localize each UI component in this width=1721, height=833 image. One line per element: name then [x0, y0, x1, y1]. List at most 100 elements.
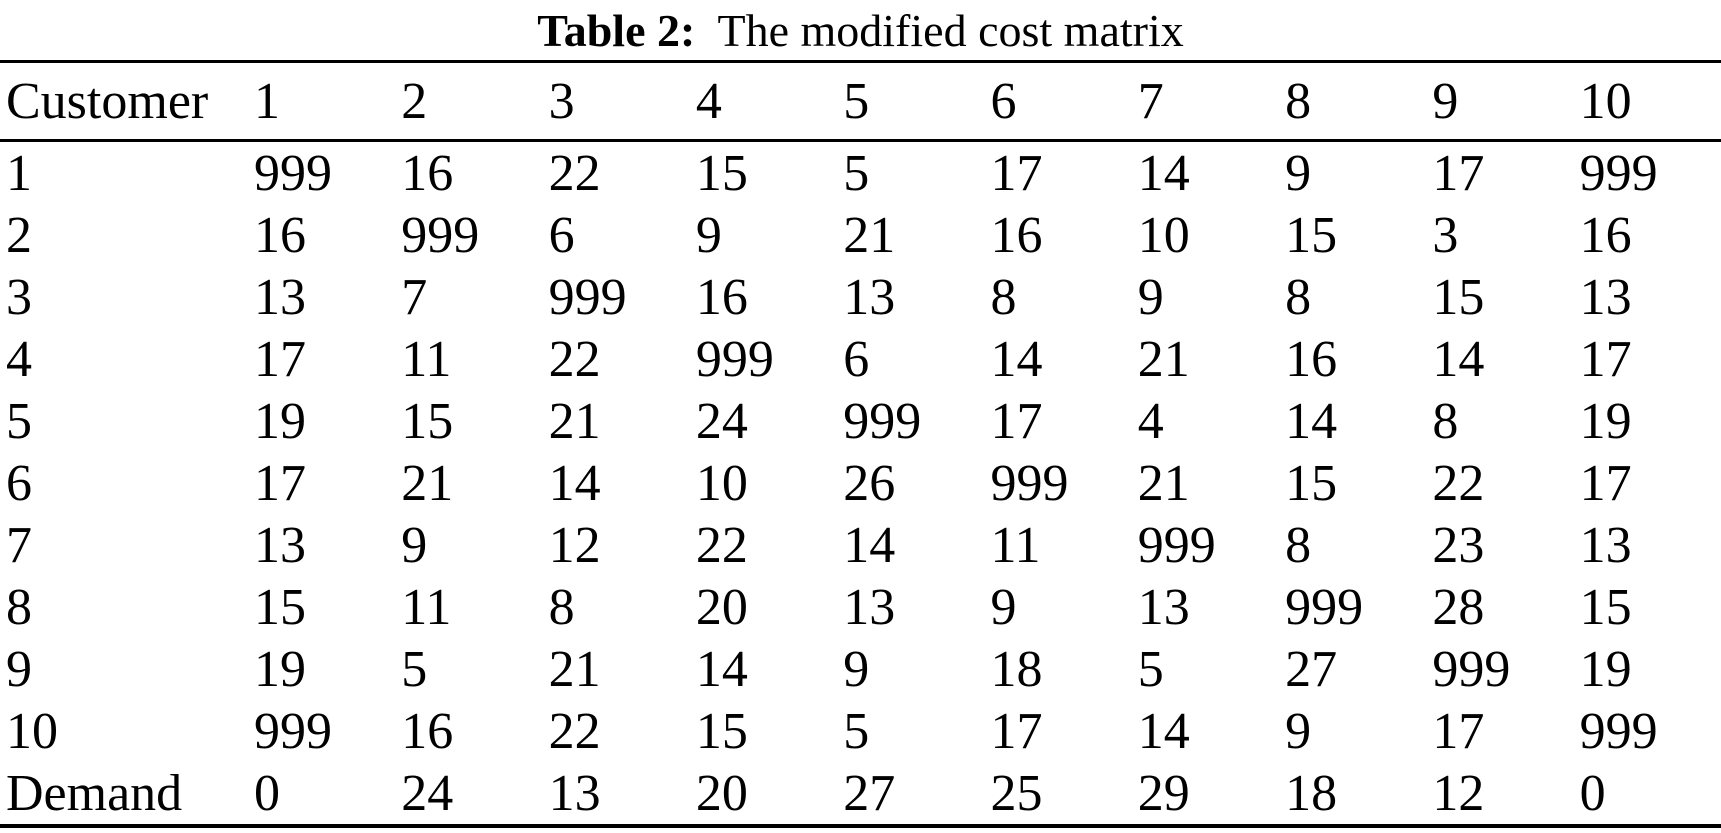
- cost-cell: 16: [695, 268, 748, 326]
- cost-cell: 13: [1137, 578, 1190, 636]
- cost-cell: 999: [990, 454, 1069, 512]
- table-row: Demand 0 24 13 20 27 25 29 18 12 0: [0, 762, 1721, 826]
- column-header: 4: [689, 61, 838, 142]
- customer-column-header: Customer: [0, 61, 248, 142]
- cost-cell: 999: [843, 392, 922, 450]
- row-label: 10: [6, 702, 58, 760]
- cost-cell: 17: [254, 330, 306, 388]
- cost-cell: 13: [548, 764, 601, 822]
- cost-cell: 14: [695, 640, 748, 698]
- cost-cell: 13: [254, 516, 306, 574]
- column-header: 2: [395, 61, 543, 142]
- cost-cell: 9: [401, 516, 428, 574]
- cost-cell: 29: [1137, 764, 1190, 822]
- row-label: 4: [6, 330, 32, 388]
- cost-cell: 16: [254, 206, 306, 264]
- cost-cell: 999: [254, 144, 332, 202]
- cost-cell: 17: [990, 144, 1043, 202]
- cost-cell: 15: [1285, 454, 1338, 512]
- cost-cell: 7: [401, 268, 428, 326]
- cost-cell: 4: [1137, 392, 1164, 450]
- table-row: 3 13 7 999 16 13 8 9 8 15 13: [0, 266, 1721, 328]
- cost-cell: 8: [1285, 268, 1312, 326]
- cost-cell: 13: [1579, 516, 1632, 574]
- cost-cell: 12: [1432, 764, 1485, 822]
- cost-cell: 28: [1432, 578, 1485, 636]
- cost-cell: 3: [1432, 206, 1459, 264]
- column-header: 7: [1131, 61, 1280, 142]
- table-row: 10 999 16 22 15 5 17 14 9 17 999: [0, 700, 1721, 762]
- cost-cell: 17: [990, 702, 1043, 760]
- cost-cell: 15: [401, 392, 454, 450]
- cost-cell: 17: [254, 454, 306, 512]
- column-header: 5: [837, 61, 985, 142]
- cost-cell: 19: [254, 392, 306, 450]
- cost-cell: 18: [990, 640, 1043, 698]
- cost-cell: 5: [1137, 640, 1164, 698]
- cost-cell: 21: [548, 392, 601, 450]
- cost-cell: 21: [401, 454, 454, 512]
- cost-cell: 14: [548, 454, 601, 512]
- cost-cell: 15: [254, 578, 306, 636]
- cost-cell: 17: [1579, 454, 1632, 512]
- column-header: 3: [542, 61, 690, 142]
- column-header: 10: [1573, 61, 1721, 142]
- cost-cell: 9: [843, 640, 870, 698]
- table-row: 6 17 21 14 10 26 999 21 15 22 17: [0, 452, 1721, 514]
- cost-cell: 15: [1285, 206, 1338, 264]
- cost-cell: 5: [843, 702, 870, 760]
- cost-cell: 21: [843, 206, 896, 264]
- cost-cell: 999: [695, 330, 774, 388]
- row-label: 6: [6, 454, 32, 512]
- cost-cell: 10: [695, 454, 748, 512]
- cost-cell: 26: [843, 454, 896, 512]
- cost-cell: 14: [1137, 702, 1190, 760]
- row-label: 1: [6, 144, 32, 202]
- cost-cell: 9: [1137, 268, 1164, 326]
- table-header-row: Customer 1 2 3 4 5 6 7 8 9 10: [0, 61, 1721, 142]
- table-row: 8 15 11 8 20 13 9 13 999 28 15: [0, 576, 1721, 638]
- cost-cell: 23: [1432, 516, 1485, 574]
- row-label: 5: [6, 392, 32, 450]
- cost-cell: 11: [401, 330, 452, 388]
- table-caption: Table 2: The modified cost matrix: [0, 0, 1721, 60]
- cost-cell: 14: [990, 330, 1043, 388]
- cost-cell: 6: [843, 330, 870, 388]
- cost-cell: 14: [1432, 330, 1485, 388]
- cost-cell: 27: [1285, 640, 1338, 698]
- cost-cell: 999: [1432, 640, 1511, 698]
- table-row: 5 19 15 21 24 999 17 4 14 8 19: [0, 390, 1721, 452]
- cost-cell: 999: [548, 268, 627, 326]
- cost-cell: 16: [401, 144, 454, 202]
- cost-cell: 16: [1285, 330, 1338, 388]
- table-caption-label: Table 2:: [537, 4, 696, 56]
- row-label: 7: [6, 516, 32, 574]
- cost-cell: 999: [1579, 702, 1658, 760]
- row-label: 9: [6, 640, 32, 698]
- cost-cell: 12: [548, 516, 601, 574]
- cost-cell: 13: [843, 268, 896, 326]
- cost-cell: 999: [401, 206, 480, 264]
- cost-cell: 19: [1579, 640, 1632, 698]
- cost-cell: 11: [401, 578, 452, 636]
- cost-cell: 17: [1432, 144, 1485, 202]
- cost-cell: 15: [1432, 268, 1485, 326]
- cost-cell: 8: [1432, 392, 1459, 450]
- cost-cell: 16: [1579, 206, 1632, 264]
- column-header: 6: [984, 61, 1132, 142]
- cost-cell: 20: [695, 578, 748, 636]
- table-row: 2 16 999 6 9 21 16 10 15 3 16: [0, 204, 1721, 266]
- cost-cell: 999: [1137, 516, 1216, 574]
- cost-cell: 22: [548, 144, 601, 202]
- cost-matrix-table: Customer 1 2 3 4 5 6 7 8 9 10 1 999 16 22 15 5 17 14 9 17 99…: [0, 60, 1721, 828]
- table-caption-text: The modified cost matrix: [695, 4, 1184, 56]
- row-label: 3: [6, 268, 32, 326]
- cost-cell: 16: [401, 702, 454, 760]
- cost-cell: 19: [1579, 392, 1632, 450]
- cost-cell: 21: [1137, 330, 1190, 388]
- table-row: 4 17 11 22 999 6 14 21 16 14 17: [0, 328, 1721, 390]
- cost-cell: 17: [1579, 330, 1632, 388]
- cost-cell: 13: [843, 578, 896, 636]
- cost-cell: 14: [843, 516, 896, 574]
- cost-cell: 0: [254, 764, 280, 822]
